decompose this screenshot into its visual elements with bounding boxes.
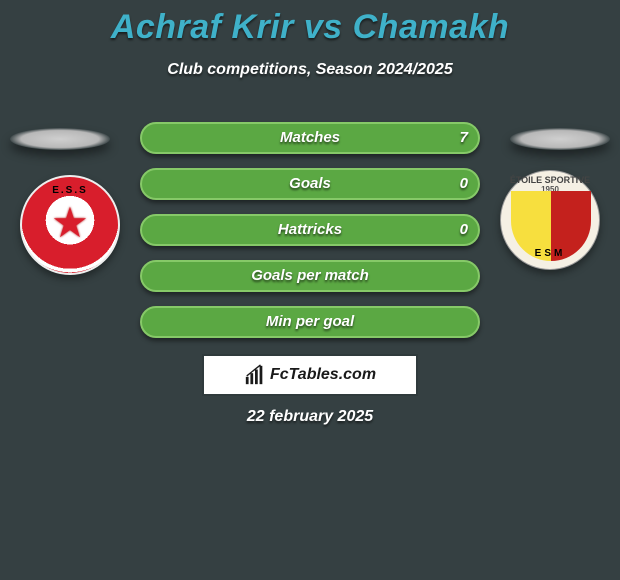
brand-box: FcTables.com: [202, 354, 418, 396]
stat-row: Min per goal: [140, 306, 480, 338]
star-icon: ★: [51, 198, 89, 247]
brand-text: FcTables.com: [270, 366, 376, 384]
team-badge-right-toptext: ÉTOILE SPORTIVE: [501, 175, 599, 185]
stat-value-right: 7: [450, 124, 478, 152]
page-title: Achraf Krir vs Chamakh: [0, 0, 620, 47]
stat-label: Hattricks: [142, 216, 478, 244]
stat-label: Matches: [142, 124, 478, 152]
stat-row: Matches7: [140, 122, 480, 154]
stat-row: Hattricks0: [140, 214, 480, 246]
page-subtitle: Club competitions, Season 2024/2025: [0, 61, 620, 79]
stat-value-right: 0: [450, 216, 478, 244]
team-badge-right-label: ESM: [501, 248, 599, 259]
stat-label: Min per goal: [142, 308, 478, 336]
chart-icon: [244, 364, 266, 386]
date-label: 22 february 2025: [0, 408, 620, 426]
stats-panel: Matches7Goals0Hattricks0Goals per matchM…: [140, 122, 480, 352]
stat-value-right: 0: [450, 170, 478, 198]
stat-label: Goals per match: [142, 262, 478, 290]
team-badge-right: ÉTOILE SPORTIVE 1950 ESM: [500, 170, 600, 270]
player-shadow-left: [10, 128, 110, 150]
stat-row: Goals per match: [140, 260, 480, 292]
stat-row: Goals0: [140, 168, 480, 200]
stat-label: Goals: [142, 170, 478, 198]
team-badge-left-label: E.S.S: [22, 185, 118, 196]
team-badge-left: E.S.S ★: [20, 175, 120, 275]
player-shadow-right: [510, 128, 610, 150]
